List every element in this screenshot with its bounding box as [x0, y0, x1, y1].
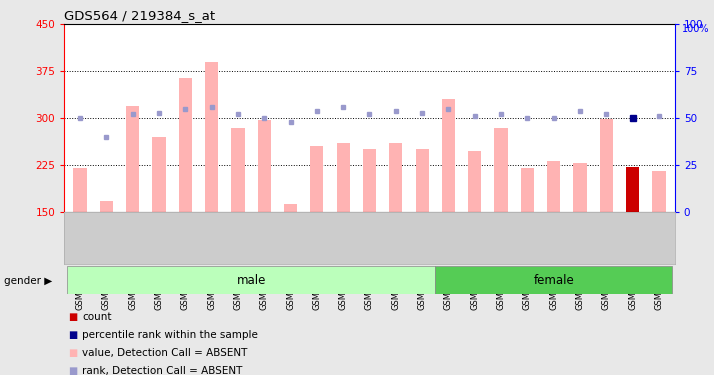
Bar — [205, 62, 218, 212]
Bar — [495, 128, 508, 212]
Bar — [573, 163, 587, 212]
Bar — [547, 160, 560, 212]
Text: percentile rank within the sample: percentile rank within the sample — [82, 330, 258, 340]
Bar — [74, 168, 86, 212]
Text: ■: ■ — [68, 348, 77, 358]
Text: ■: ■ — [68, 312, 77, 322]
Bar — [152, 137, 166, 212]
Bar — [600, 119, 613, 212]
FancyBboxPatch shape — [436, 266, 672, 294]
Bar — [258, 120, 271, 212]
Text: rank, Detection Call = ABSENT: rank, Detection Call = ABSENT — [82, 366, 243, 375]
Bar — [521, 168, 534, 212]
Bar — [178, 78, 192, 212]
Bar — [442, 99, 455, 212]
Bar — [416, 149, 428, 212]
Text: 100%: 100% — [682, 24, 710, 34]
Bar — [653, 171, 665, 212]
Text: female: female — [533, 274, 574, 287]
Text: value, Detection Call = ABSENT: value, Detection Call = ABSENT — [82, 348, 248, 358]
Bar — [311, 146, 323, 212]
Text: ■: ■ — [68, 330, 77, 340]
Bar — [231, 128, 244, 212]
Text: gender ▶: gender ▶ — [4, 276, 52, 285]
Bar — [100, 201, 113, 212]
Text: male: male — [236, 274, 266, 287]
Bar — [284, 204, 297, 212]
Text: count: count — [82, 312, 111, 322]
Bar — [389, 143, 403, 212]
FancyBboxPatch shape — [67, 266, 436, 294]
Bar — [363, 149, 376, 212]
Bar — [126, 106, 139, 212]
Bar — [468, 151, 481, 212]
Text: ■: ■ — [68, 366, 77, 375]
Bar — [626, 167, 639, 212]
Bar — [336, 143, 350, 212]
Text: GDS564 / 219384_s_at: GDS564 / 219384_s_at — [64, 9, 216, 22]
